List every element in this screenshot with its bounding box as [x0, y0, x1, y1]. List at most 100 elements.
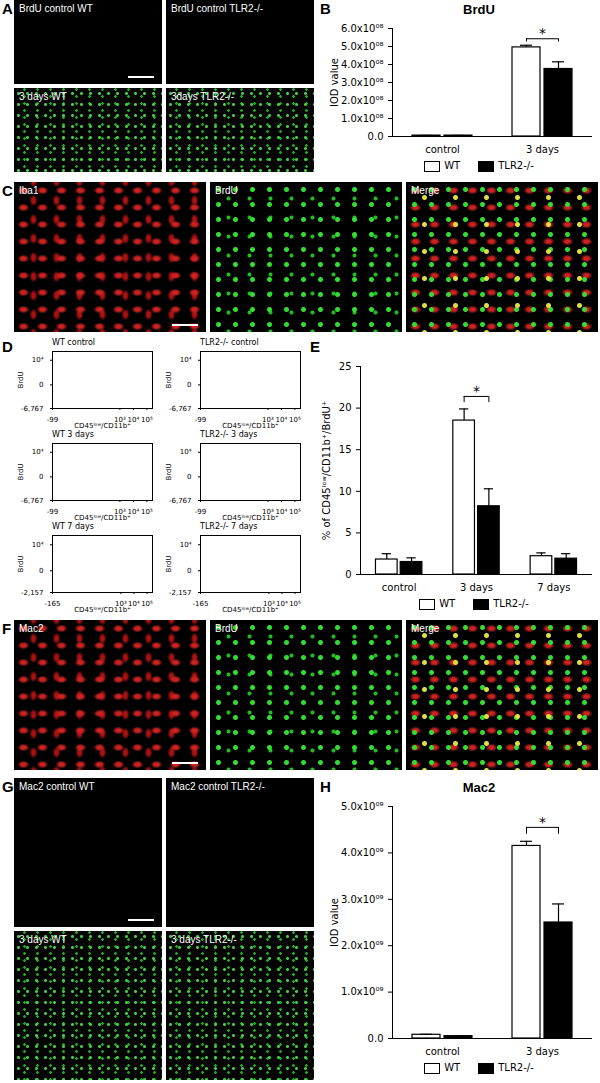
svg-text:BrdU: BrdU [165, 463, 173, 480]
svg-text:5.0x10⁰⁹: 5.0x10⁰⁹ [341, 801, 384, 812]
svg-text:IOD value: IOD value [329, 58, 340, 107]
svg-text:0: 0 [39, 567, 43, 575]
svg-text:10⁵: 10⁵ [289, 600, 301, 608]
html-text:A: A [2, 0, 13, 17]
html-text:B: B [320, 0, 331, 17]
svg-text:CD45ˡᵒʷ/CD11b⁺: CD45ˡᵒʷ/CD11b⁺ [74, 422, 131, 430]
html-text:3days TLR2-/-: 3days TLR2-/- [171, 91, 235, 102]
svg-text:3.0x10⁰⁹: 3.0x10⁰⁹ [341, 894, 384, 905]
svg-text:IOD value: IOD value [329, 898, 340, 947]
svg-text:control: control [382, 582, 417, 593]
svg-text:CD45ˡᵒʷ/CD11b⁺: CD45ˡᵒʷ/CD11b⁺ [222, 422, 279, 430]
html-text:3 days TLR2-/-: 3 days TLR2-/- [171, 934, 237, 945]
svg-text:-6,767: -6,767 [169, 405, 192, 413]
html-text:TLR2-/-: TLR2-/- [498, 1062, 534, 1073]
svg-text:20: 20 [339, 402, 352, 413]
svg-text:-99: -99 [47, 416, 58, 424]
html-text:G Mac2 control WT: G Mac2 control WT [2, 778, 95, 795]
svg-text:3 days: 3 days [526, 1046, 559, 1057]
svg-text:-99: -99 [47, 508, 58, 516]
svg-text:2.0x10⁰⁹: 2.0x10⁰⁹ [341, 940, 384, 951]
svg-text:5: 5 [345, 527, 351, 538]
svg-text:*: * [539, 814, 546, 830]
svg-text:-165: -165 [193, 600, 209, 608]
svg-text:10: 10 [339, 486, 352, 497]
svg-text:-6,767: -6,767 [21, 405, 44, 413]
html-text:Merge: Merge [411, 185, 440, 196]
svg-text:6.0x10⁰⁸: 6.0x10⁰⁸ [341, 23, 384, 34]
svg-text:10⁴: 10⁴ [32, 356, 44, 364]
html-text:WT: WT [444, 160, 461, 171]
html-text:Merge: Merge [411, 623, 440, 634]
svg-text:10⁴: 10⁴ [32, 541, 44, 549]
html-text:3 days WT: 3 days WT [19, 934, 67, 945]
svg-text:BrdU: BrdU [165, 555, 173, 572]
svg-text:25: 25 [339, 361, 352, 372]
html-text:WT: WT [439, 598, 456, 609]
svg-text:4.0x10⁰⁹: 4.0x10⁰⁹ [341, 847, 384, 858]
svg-text:control: control [425, 144, 460, 155]
html-text:TLR2-/-: TLR2-/- [493, 598, 529, 609]
svg-text:BrdU: BrdU [17, 463, 25, 480]
html-text:C: C [2, 182, 13, 199]
svg-text:10⁴: 10⁴ [180, 448, 192, 456]
svg-text:10⁵: 10⁵ [141, 600, 153, 608]
html-text:BrdU control WT: BrdU control WT [19, 3, 93, 14]
svg-text:0: 0 [187, 381, 191, 389]
svg-text:-6,767: -6,767 [169, 497, 192, 505]
svg-text:*: * [539, 25, 546, 41]
html-text:TLR2-/-: TLR2-/- [498, 160, 534, 171]
svg-text:4.0x10⁰⁸: 4.0x10⁰⁸ [341, 59, 384, 70]
svg-text:15: 15 [339, 444, 352, 455]
html-text:BrdU: BrdU [215, 623, 238, 634]
svg-text:1.0x10⁰⁸: 1.0x10⁰⁸ [341, 113, 384, 124]
svg-text:control: control [425, 1046, 460, 1057]
html-text:WT: WT [444, 1062, 461, 1073]
svg-text:BrdU: BrdU [17, 371, 25, 388]
svg-text:10⁴: 10⁴ [180, 356, 192, 364]
svg-text:10⁵: 10⁵ [141, 416, 153, 424]
svg-text:-99: -99 [195, 416, 206, 424]
html-text:Mac2: Mac2 [19, 623, 44, 634]
svg-text:3 days: 3 days [526, 144, 559, 155]
html-text:H: H [320, 778, 331, 795]
svg-text:BrdU: BrdU [17, 555, 25, 572]
svg-text:10⁴: 10⁴ [32, 448, 44, 456]
html-text:BrdU control TLR2-/-: BrdU control TLR2-/- [171, 3, 264, 14]
html-text:BrdU: BrdU [215, 185, 238, 196]
svg-text:10⁵: 10⁵ [289, 508, 301, 516]
svg-text:-99: -99 [195, 508, 206, 516]
html-text:BrdU: BrdU [463, 2, 495, 17]
html-text:Mac2: Mac2 [462, 780, 496, 795]
svg-text:BrdU: BrdU [165, 371, 173, 388]
svg-text:CD45ˡᵒʷ/CD11b⁺: CD45ˡᵒʷ/CD11b⁺ [222, 514, 279, 522]
svg-text:0.0: 0.0 [368, 131, 384, 142]
svg-text:CD45ˡᵒʷ/CD11b⁺: CD45ˡᵒʷ/CD11b⁺ [74, 606, 131, 614]
svg-text:0: 0 [39, 473, 43, 481]
svg-text:10⁵: 10⁵ [289, 416, 301, 424]
svg-text:-6,767: -6,767 [21, 497, 44, 505]
svg-text:10⁴: 10⁴ [180, 541, 192, 549]
svg-text:CD45ˡᵒʷ/CD11b⁺: CD45ˡᵒʷ/CD11b⁺ [74, 514, 131, 522]
html-text:Iba1: Iba1 [19, 185, 39, 196]
html-text:3 days WT: 3 days WT [19, 91, 67, 102]
svg-text:*: * [473, 383, 480, 399]
svg-text:7 days: 7 days [537, 582, 570, 593]
svg-text:% of CD45ˡᵒʷ/CD11b⁺/BrdU⁺: % of CD45ˡᵒʷ/CD11b⁺/BrdU⁺ [321, 401, 332, 540]
svg-text:0: 0 [39, 381, 43, 389]
svg-text:5.0x10⁰⁸: 5.0x10⁰⁸ [341, 41, 384, 52]
svg-text:2.0x10⁰⁸: 2.0x10⁰⁸ [341, 95, 384, 106]
svg-text:3 days: 3 days [460, 582, 493, 593]
svg-text:-165: -165 [45, 600, 61, 608]
svg-text:1.0x10⁰⁹: 1.0x10⁰⁹ [341, 986, 384, 997]
svg-text:10⁵: 10⁵ [141, 508, 153, 516]
svg-text:CD45ˡᵒʷ/CD11b⁺: CD45ˡᵒʷ/CD11b⁺ [222, 606, 279, 614]
svg-text:3.0x10⁰⁸: 3.0x10⁰⁸ [341, 77, 384, 88]
svg-text:-2,157: -2,157 [21, 589, 44, 597]
svg-text:-2,157: -2,157 [169, 589, 192, 597]
svg-text:0: 0 [187, 473, 191, 481]
svg-text:0: 0 [345, 569, 351, 580]
svg-text:0.0: 0.0 [368, 1033, 384, 1044]
html-text:Mac2 control TLR2-/-: Mac2 control TLR2-/- [171, 781, 265, 792]
svg-text:0: 0 [187, 567, 191, 575]
